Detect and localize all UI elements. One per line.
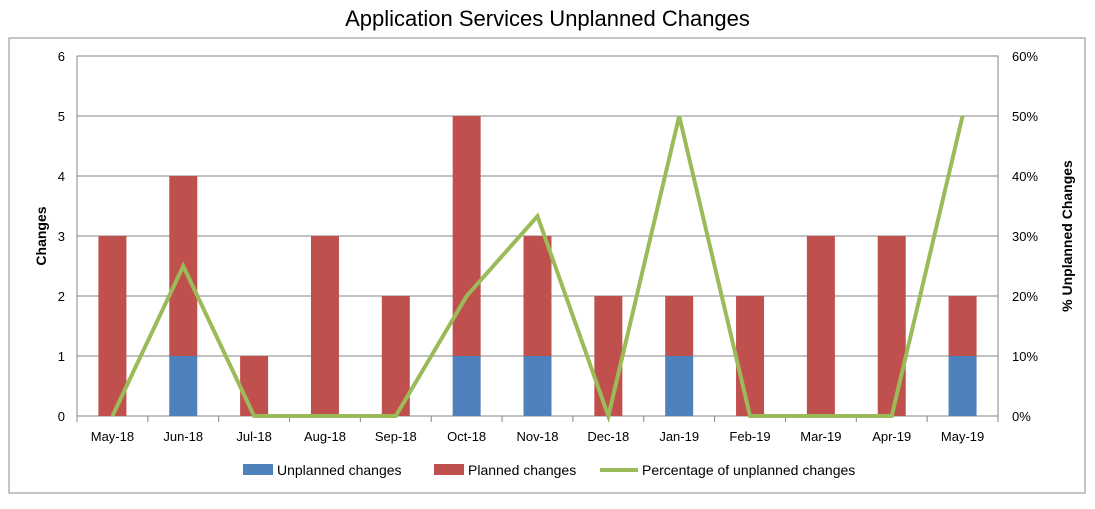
y2-tick-label: 0%: [1012, 409, 1031, 424]
bar-planned-changes: [736, 296, 765, 416]
bar-unplanned-changes: [523, 356, 552, 416]
x-tick-label: Jan-19: [659, 429, 699, 444]
y2-tick-label: 30%: [1012, 229, 1038, 244]
x-tick-label: Nov-18: [517, 429, 559, 444]
y2-tick-label: 20%: [1012, 289, 1038, 304]
y2-tick-label: 40%: [1012, 169, 1038, 184]
y-tick-label: 3: [58, 229, 65, 244]
x-tick-label: Jul-18: [236, 429, 271, 444]
y-tick-label: 1: [58, 349, 65, 364]
y2-tick-label: 10%: [1012, 349, 1038, 364]
x-tick-label: May-18: [91, 429, 134, 444]
y-tick-label: 4: [58, 169, 65, 184]
bar-unplanned-changes: [169, 356, 198, 416]
y-tick-label: 2: [58, 289, 65, 304]
bar-planned-changes: [452, 116, 481, 356]
bar-planned-changes: [381, 296, 410, 416]
legend-label: Unplanned changes: [277, 462, 402, 478]
x-tick-label: Oct-18: [447, 429, 486, 444]
legend-swatch: [434, 464, 464, 475]
x-tick-label: Apr-19: [872, 429, 911, 444]
y2-axis-title: % Unplanned Changes: [1059, 160, 1075, 312]
y-axis-title: Changes: [33, 206, 49, 265]
bar-unplanned-changes: [665, 356, 694, 416]
chart-title: Application Services Unplanned Changes: [345, 6, 750, 31]
x-tick-label: Aug-18: [304, 429, 346, 444]
x-tick-label: Feb-19: [729, 429, 770, 444]
y-tick-label: 5: [58, 109, 65, 124]
x-tick-label: Jun-18: [163, 429, 203, 444]
bar-planned-changes: [594, 296, 623, 416]
y2-tick-label: 50%: [1012, 109, 1038, 124]
y2-tick-label: 60%: [1012, 49, 1038, 64]
bar-planned-changes: [948, 296, 977, 356]
bar-planned-changes: [310, 236, 339, 416]
legend-swatch: [243, 464, 273, 475]
y-tick-label: 6: [58, 49, 65, 64]
bar-unplanned-changes: [948, 356, 977, 416]
bar-planned-changes: [806, 236, 835, 416]
bar-planned-changes: [240, 356, 269, 416]
bar-planned-changes: [665, 296, 694, 356]
legend-label: Percentage of unplanned changes: [642, 462, 855, 478]
x-tick-label: Dec-18: [587, 429, 629, 444]
bar-planned-changes: [523, 236, 552, 356]
bar-planned-changes: [877, 236, 906, 416]
bar-planned-changes: [98, 236, 127, 416]
legend-label: Planned changes: [468, 462, 576, 478]
chart-frame: [8, 37, 1086, 494]
x-tick-label: Mar-19: [800, 429, 841, 444]
bar-unplanned-changes: [452, 356, 481, 416]
y-tick-label: 0: [58, 409, 65, 424]
x-tick-label: May-19: [941, 429, 984, 444]
x-tick-label: Sep-18: [375, 429, 417, 444]
